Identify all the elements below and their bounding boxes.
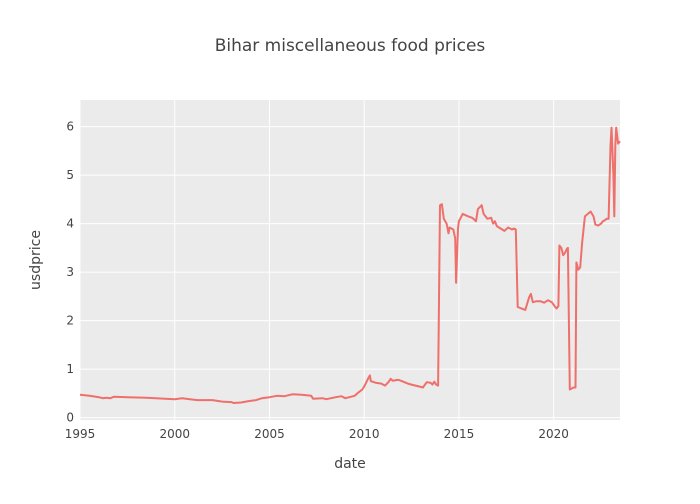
grid xyxy=(79,100,620,420)
y-axis-label: usdprice xyxy=(28,230,44,290)
y-tick-label: 0 xyxy=(66,411,74,425)
price-series-line xyxy=(79,126,621,404)
plot-area xyxy=(80,100,620,420)
chart-title: Bihar miscellaneous food prices xyxy=(215,36,486,56)
y-tick-label: 5 xyxy=(66,168,74,182)
x-tick-label: 2020 xyxy=(538,427,569,441)
y-tick-label: 4 xyxy=(66,217,74,231)
x-tick-label: 1995 xyxy=(65,427,96,441)
series-layer xyxy=(79,126,621,404)
y-tick-label: 2 xyxy=(66,314,74,328)
y-tick-label: 1 xyxy=(66,362,74,376)
x-tick-label: 2015 xyxy=(444,427,475,441)
y-tick-label: 6 xyxy=(66,120,74,134)
x-axis-ticks: 1995 2000 2005 2010 2015 2020 xyxy=(65,427,569,441)
x-tick-label: 2000 xyxy=(159,427,190,441)
x-tick-label: 2010 xyxy=(349,427,380,441)
x-tick-label: 2005 xyxy=(254,427,285,441)
x-axis-label: date xyxy=(334,456,366,472)
y-axis-ticks: 0 1 2 3 4 5 6 xyxy=(66,120,74,425)
y-tick-label: 3 xyxy=(66,265,74,279)
